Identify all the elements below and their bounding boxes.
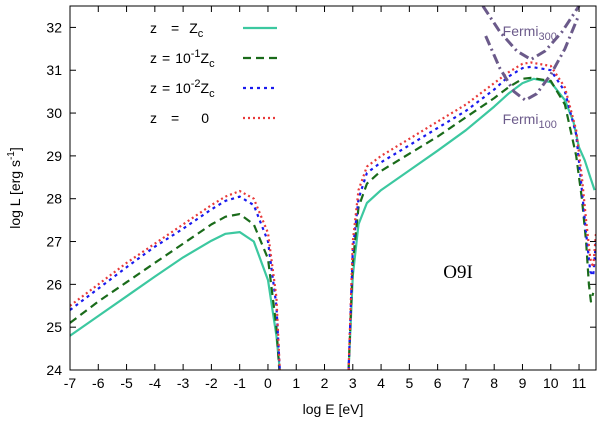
y-axis-label-sup: -1 <box>6 151 17 160</box>
x-tick-label: 0 <box>264 375 272 391</box>
y-tick-label: 28 <box>46 191 62 207</box>
x-tick-label: 2 <box>321 375 329 391</box>
x-tick-label: 11 <box>572 375 587 391</box>
y-axis-label-end: ] <box>7 147 23 151</box>
x-tick-label: 1 <box>292 375 300 391</box>
sed-series-line <box>70 231 281 370</box>
fermi-labels: Fermi300 Fermi100 <box>503 23 557 131</box>
legend: z = Zc z = 10-1Zc z = 10-2Zc z = 0 <box>150 20 277 126</box>
legend-entry: z = 10-2Zc <box>150 78 277 100</box>
x-tick-label: -4 <box>149 375 162 391</box>
legend-label: z = Zc <box>150 20 204 40</box>
fermi-sensitivity-curve <box>484 14 581 102</box>
sed-series-line <box>70 189 281 370</box>
legend-label: z = 10-2Zc <box>150 78 215 100</box>
fermi-label: Fermi100 <box>503 111 557 131</box>
y-tick-label: 26 <box>46 276 62 292</box>
axis-ticks: -7 -6 -5 -4 -3 -2 -1 0 1 2 3 4 5 6 7 8 9 10 11 24 25 26 27 28 29… <box>46 6 596 391</box>
fermi-label: Fermi300 <box>503 23 557 43</box>
y-tick-label: 30 <box>46 105 62 121</box>
fermi-sensitivity-curve <box>481 6 581 61</box>
legend-entry: z = Zc <box>150 20 277 40</box>
sed-series-line <box>347 65 596 370</box>
sed-series-line <box>347 61 596 370</box>
y-tick-label: 32 <box>46 19 62 35</box>
y-tick-label: 24 <box>46 362 62 378</box>
sed-series-line <box>70 195 281 370</box>
x-tick-label: 8 <box>490 375 498 391</box>
x-tick-label: -6 <box>92 375 105 391</box>
y-tick-label: 27 <box>46 234 62 250</box>
plot-lines <box>70 6 596 370</box>
y-axis-label: log L [erg s-1] <box>6 147 23 229</box>
x-tick-label: 5 <box>405 375 413 391</box>
star-type-annotation: O9I <box>443 262 473 283</box>
x-tick-label: -1 <box>233 375 246 391</box>
x-tick-label: -3 <box>177 375 190 391</box>
y-tick-label: 29 <box>46 148 62 164</box>
y-tick-label: 31 <box>46 62 62 78</box>
x-tick-label: -2 <box>205 375 218 391</box>
x-tick-label: -7 <box>64 375 77 391</box>
plot-frame <box>69 5 597 371</box>
x-tick-label: 4 <box>377 375 385 391</box>
x-tick-label: 9 <box>519 375 527 391</box>
legend-label: z = 10-1Zc <box>150 48 215 70</box>
y-axis-label-main: log L [erg s <box>7 160 23 229</box>
y-tick-label: 25 <box>46 319 62 335</box>
legend-entry: z = 10-1Zc <box>150 48 277 70</box>
x-tick-label: 6 <box>434 375 442 391</box>
x-tick-label: -5 <box>120 375 133 391</box>
x-axis-label: log E [eV] <box>303 401 364 417</box>
sed-series-line <box>347 77 596 370</box>
sed-series-line <box>347 76 595 370</box>
legend-label: z = 0 <box>150 110 209 126</box>
legend-entry: z = 0 <box>150 110 277 126</box>
x-tick-label: 10 <box>543 375 559 391</box>
x-tick-label: 3 <box>349 375 357 391</box>
x-tick-label: 7 <box>462 375 470 391</box>
